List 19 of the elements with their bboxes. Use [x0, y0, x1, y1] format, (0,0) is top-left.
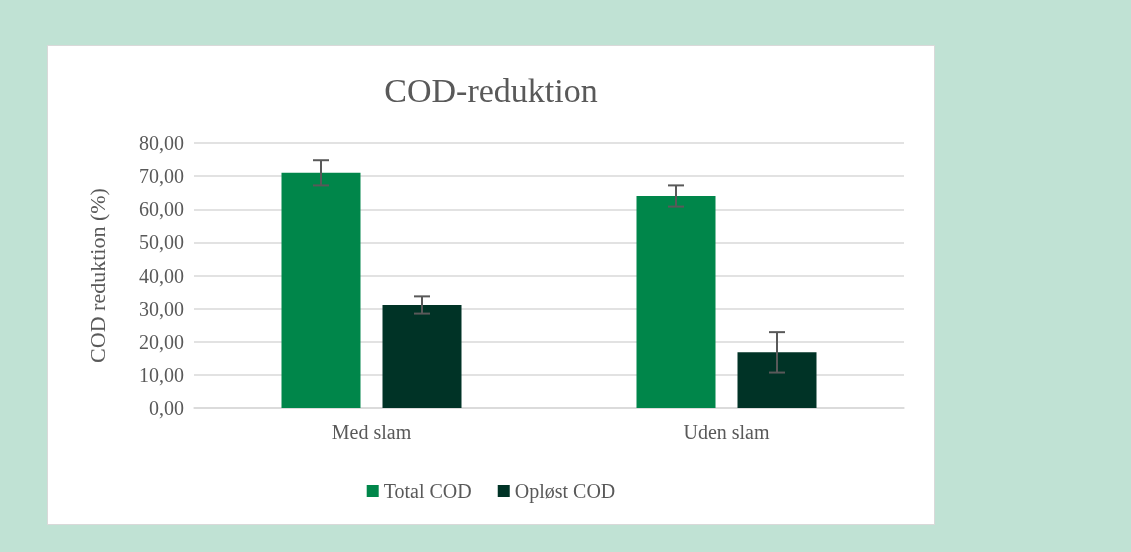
y-tick-label: 10,00: [139, 363, 184, 386]
x-tick-label: Uden slam: [683, 421, 770, 443]
y-tick-label: 30,00: [139, 297, 184, 320]
y-tick-label: 60,00: [139, 198, 184, 221]
bar: [382, 304, 462, 408]
bar: [636, 196, 716, 408]
y-tick-label: 40,00: [139, 264, 184, 287]
y-tick-label: 20,00: [139, 330, 184, 353]
y-tick-label: 70,00: [139, 165, 184, 188]
y-axis-title: COD reduktion (%): [84, 188, 110, 363]
bar: [281, 172, 361, 408]
y-tick-label: 50,00: [139, 231, 184, 254]
legend-label: Opløst COD: [514, 480, 616, 503]
chart-title: COD-reduktion: [384, 71, 598, 109]
bar: [737, 352, 817, 408]
legend-label: Total COD: [383, 480, 472, 502]
x-tick-label: Med slam: [331, 421, 412, 443]
y-tick-label: 80,00: [139, 132, 184, 154]
y-tick-label: 0,00: [149, 397, 184, 419]
